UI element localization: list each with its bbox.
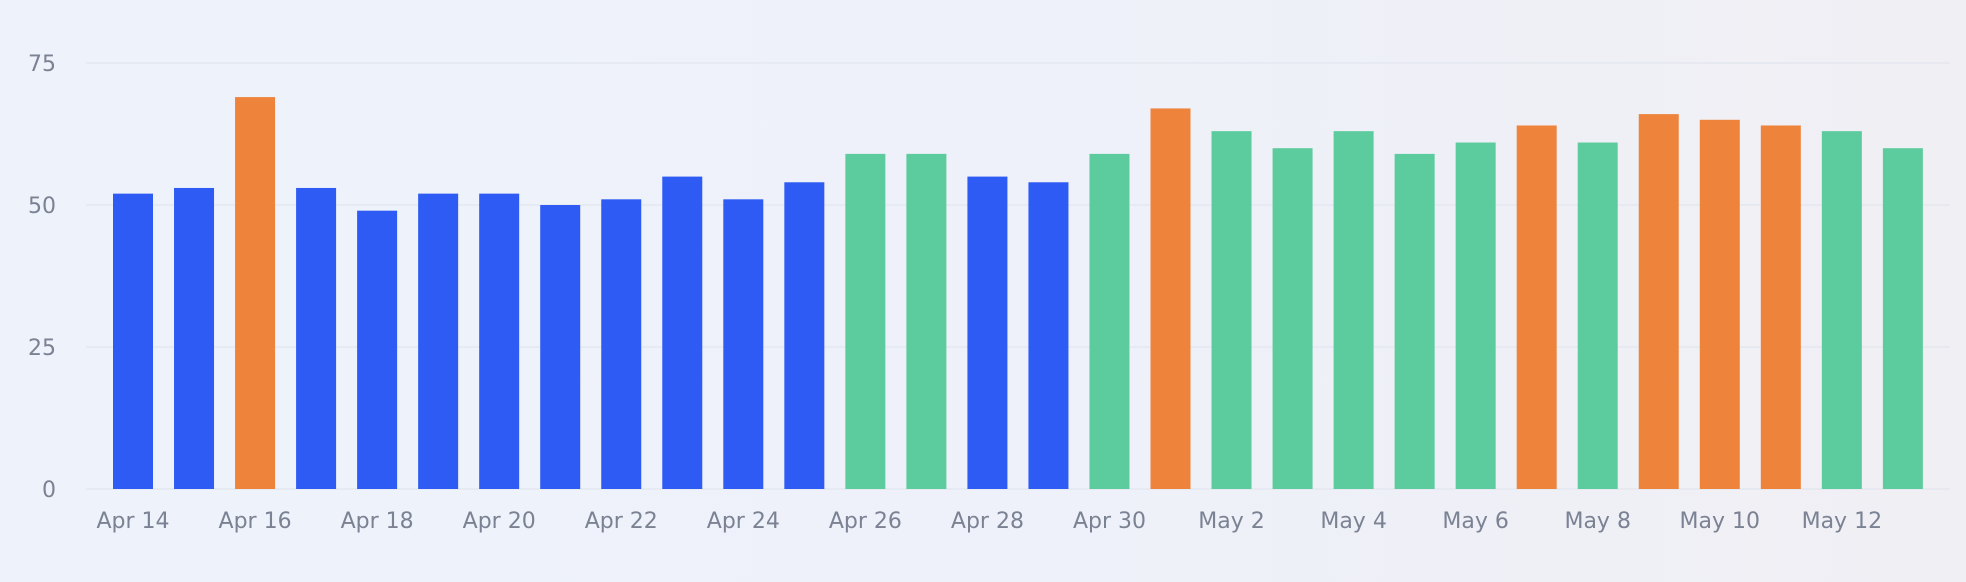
x-tick-label: Apr 24 [707, 509, 780, 534]
x-tick-label: May 12 [1802, 509, 1882, 534]
x-tick-label: Apr 16 [219, 509, 292, 534]
bar-may-5[interactable] [1394, 153, 1435, 489]
bar-may-2[interactable] [1211, 131, 1252, 489]
x-tick-label: Apr 14 [96, 509, 169, 534]
bar-may-12[interactable] [1821, 131, 1862, 489]
bar-may-4[interactable] [1333, 131, 1374, 489]
bar-may-8[interactable] [1577, 142, 1618, 489]
bar-apr-16[interactable] [235, 97, 276, 489]
bar-may-10[interactable] [1699, 119, 1740, 490]
bar-apr-17[interactable] [296, 187, 337, 489]
bars [113, 97, 1923, 490]
x-tick-label: Apr 26 [829, 509, 902, 534]
bar-apr-22[interactable] [601, 199, 642, 489]
x-tick-label: May 8 [1564, 509, 1630, 534]
bar-apr-15[interactable] [174, 187, 215, 489]
bar-apr-24[interactable] [723, 199, 764, 489]
x-tick-label: Apr 30 [1073, 509, 1146, 534]
bar-may-11[interactable] [1760, 125, 1801, 489]
x-tick-label: Apr 28 [951, 509, 1024, 534]
bar-apr-14[interactable] [113, 193, 153, 489]
x-tick-label: May 10 [1680, 509, 1760, 534]
y-tick-label: 0 [42, 478, 56, 503]
bar-may-9[interactable] [1638, 114, 1679, 490]
bar-apr-21[interactable] [540, 205, 581, 489]
bar-may-6[interactable] [1455, 142, 1496, 489]
x-tick-label: Apr 22 [585, 509, 658, 534]
bar-apr-19[interactable] [418, 193, 459, 489]
x-tick-label: May 4 [1320, 509, 1386, 534]
y-tick-label: 25 [28, 336, 56, 361]
bar-apr-26[interactable] [845, 153, 886, 489]
bar-may-1[interactable] [1150, 108, 1191, 489]
bar-apr-27[interactable] [906, 153, 947, 489]
y-tick-label: 50 [28, 194, 56, 219]
bar-apr-30[interactable] [1089, 153, 1130, 489]
bar-apr-28[interactable] [967, 176, 1008, 489]
y-tick-label: 75 [28, 52, 56, 77]
x-tick-label: May 2 [1198, 509, 1264, 534]
y-axis: 0 25 50 75 [28, 52, 56, 503]
bar-apr-25[interactable] [784, 182, 825, 489]
x-axis: Apr 14 Apr 16 Apr 18 Apr 20 Apr 22 Apr 24 Apr … [96, 509, 1882, 534]
bar-may-7[interactable] [1516, 125, 1557, 489]
bar-may-3[interactable] [1272, 148, 1313, 489]
bar-apr-29[interactable] [1028, 182, 1069, 489]
bar-apr-18[interactable] [357, 210, 398, 489]
bar-apr-23[interactable] [662, 176, 703, 489]
bar-may-13[interactable] [1882, 148, 1923, 489]
x-tick-label: May 6 [1442, 509, 1508, 534]
x-tick-label: Apr 18 [341, 509, 414, 534]
bar-apr-20[interactable] [479, 193, 520, 489]
x-tick-label: Apr 20 [463, 509, 536, 534]
